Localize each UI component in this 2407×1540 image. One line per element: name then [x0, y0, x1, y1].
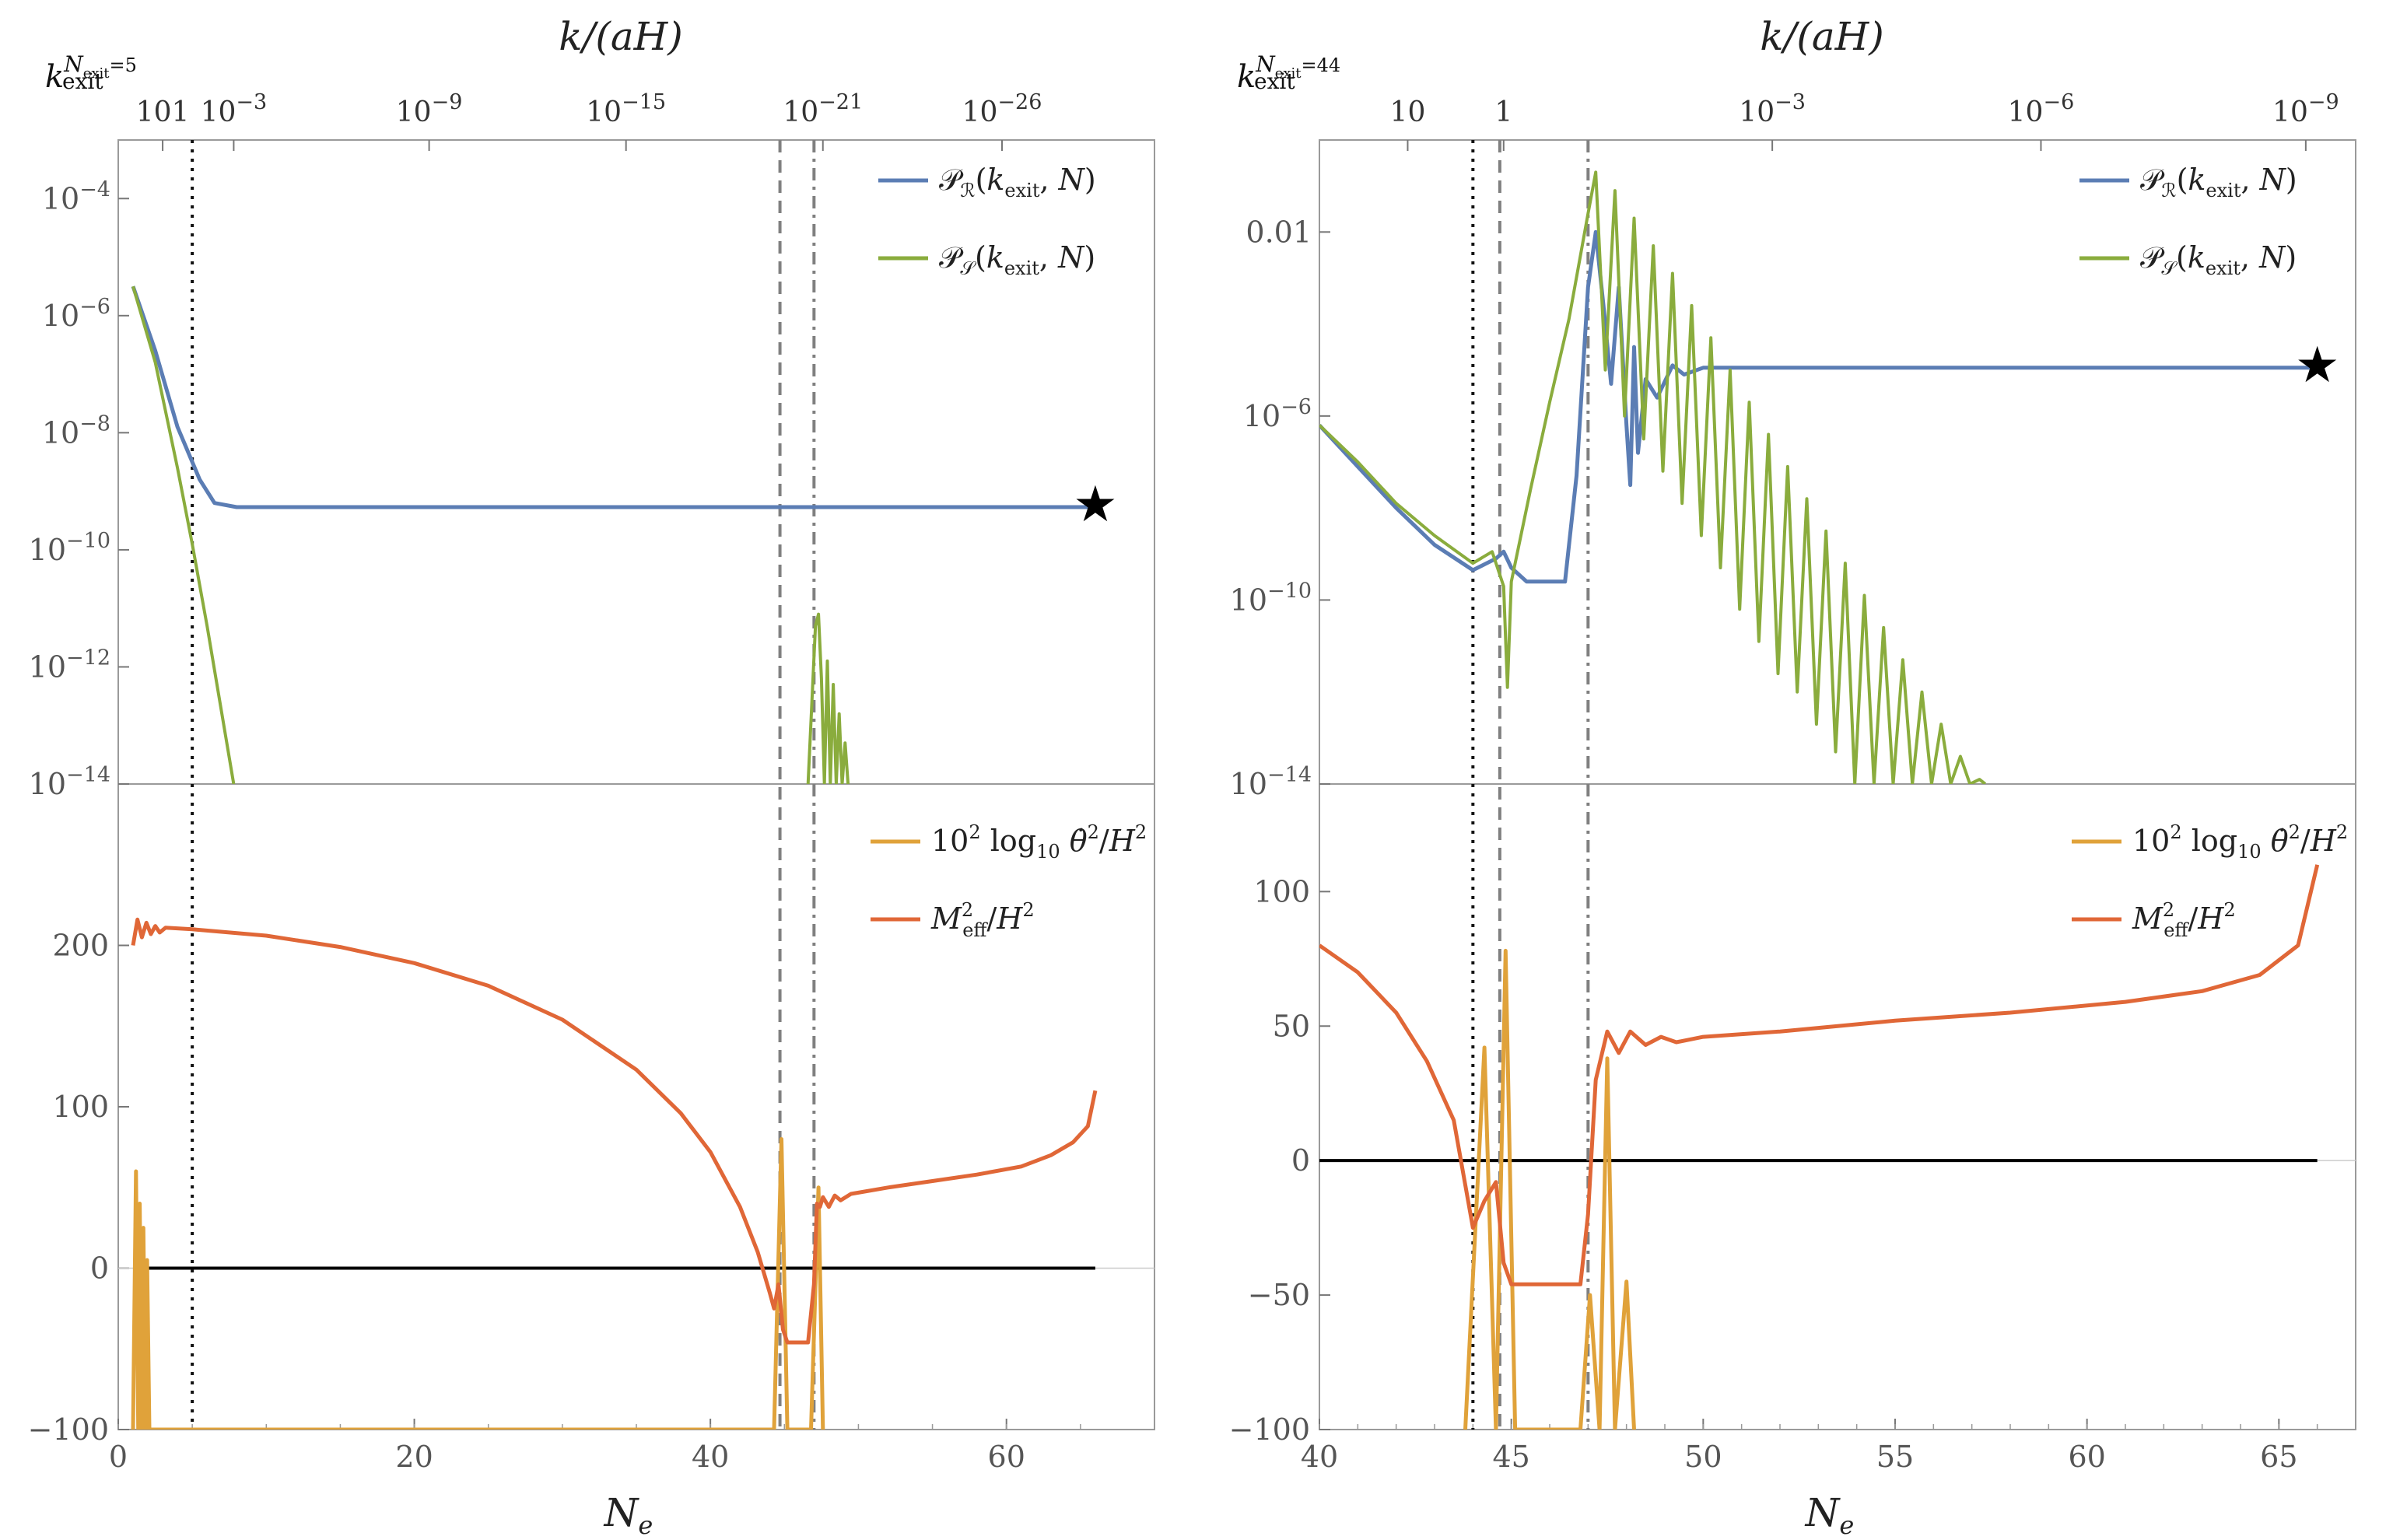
- x-tick-label: 40: [692, 1440, 729, 1474]
- series-M_eff2: [1319, 864, 2320, 1286]
- x-tick-label: 20: [395, 1440, 433, 1474]
- legend-label-meff: M2 eff/H2: [930, 899, 1035, 941]
- k-exit-label: kNexit=44 exit: [1237, 51, 1340, 95]
- top-tick-label: 10−21: [783, 90, 863, 128]
- x-tick-label: 65: [2260, 1440, 2297, 1474]
- legend-label-P_R: 𝒫ℛ(kexit, N): [939, 163, 1096, 201]
- series-P_S-revival: [806, 612, 850, 784]
- top-axis-label: k/(aH): [559, 14, 683, 59]
- x-tick-label: 60: [988, 1440, 1025, 1474]
- top-tick-label: 10−15: [586, 90, 666, 128]
- lower-y-tick-label: 0: [90, 1251, 109, 1286]
- legend-label-P_S: 𝒫𝒮(kexit, N): [2140, 240, 2297, 279]
- top-axis-label: k/(aH): [1760, 14, 1884, 59]
- x-tick-label: 0: [109, 1440, 128, 1474]
- upper-y-tick-label: 10−6: [42, 295, 110, 333]
- lower-y-tick-label: 0: [1291, 1143, 1310, 1178]
- series-theta_dot2: [131, 1137, 825, 1430]
- lower-series-group: [131, 917, 1098, 1430]
- legend-label-theta: 102 log10 θ̇2/H2: [931, 821, 1147, 863]
- legend-label-P_S: 𝒫𝒮(kexit, N): [939, 240, 1095, 279]
- series-P_R: [1319, 229, 2318, 584]
- legend-label-theta: 102 log10 θ̇2/H2: [2132, 821, 2348, 863]
- lower-frame: [117, 783, 1155, 1430]
- series-P_S: [131, 285, 236, 784]
- lower-y-tick-label: 100: [52, 1090, 109, 1124]
- lower-y-tick-label: 100: [1253, 874, 1310, 908]
- top-tick-label: 10−26: [962, 90, 1042, 128]
- upper-y-tick-label: 10−10: [1230, 579, 1312, 617]
- upper-y-tick-label: 10−12: [29, 646, 110, 684]
- lower-y-tick-label: 50: [1273, 1009, 1310, 1043]
- upper-series-group: [1319, 170, 2318, 784]
- top-tick-label: 10−3: [1739, 90, 1806, 128]
- x-axis-label: Ne: [1805, 1490, 1855, 1540]
- upper-y-tick-label: 10−8: [42, 411, 110, 450]
- upper-y-tick-label: 10−10: [29, 529, 110, 567]
- upper-y-tick-label: 10−14: [29, 763, 110, 801]
- upper-series-group: [131, 285, 1095, 784]
- x-tick-label: 45: [1492, 1440, 1529, 1474]
- upper-y-tick-label: 0.01: [1246, 215, 1312, 249]
- x-axis-label: Ne: [604, 1490, 653, 1540]
- series-P_R: [131, 285, 1095, 509]
- lower-frame: [1319, 783, 2356, 1430]
- top-tick-label: 10−9: [396, 90, 463, 128]
- top-tick-label: 10−6: [2008, 90, 2075, 128]
- lower-series-group: [1319, 864, 2320, 1430]
- upper-y-tick-label: 10−14: [1230, 763, 1312, 801]
- upper-y-tick-label: 10−4: [42, 177, 110, 215]
- star-marker: ★: [1073, 476, 1117, 534]
- x-tick-label: 60: [2068, 1440, 2105, 1474]
- top-tick-label: 101: [136, 96, 190, 128]
- lower-y-tick-label: 200: [52, 929, 109, 963]
- panel-right-panel: 40 45 50 55 60 65 Ne 10 1 10−3 10−6 10−9 k/(aH) kNexi…: [1229, 14, 2356, 1540]
- x-tick-label: 55: [1876, 1440, 1914, 1474]
- series-P_S: [1319, 170, 1987, 784]
- series-theta_dot2: [1463, 948, 1636, 1430]
- lower-y-tick-label: −50: [1248, 1278, 1310, 1312]
- top-tick-label: 1: [1494, 96, 1512, 128]
- lower-y-tick-label: −100: [1229, 1412, 1310, 1447]
- top-tick-label: 10: [1390, 96, 1426, 128]
- x-tick-label: 50: [1684, 1440, 1722, 1474]
- top-tick-label: 10−3: [201, 90, 268, 128]
- star-marker: ★: [2295, 337, 2339, 394]
- legend-label-meff: M2 eff/H2: [2132, 899, 2236, 941]
- upper-y-tick-label: 10−6: [1243, 395, 1312, 433]
- lower-y-tick-label: −100: [28, 1412, 109, 1447]
- x-tick-label: 40: [1301, 1440, 1338, 1474]
- top-tick-label: 10−9: [2272, 90, 2339, 128]
- k-exit-label: kNexit=5 exit: [45, 51, 137, 95]
- legend-label-P_R: 𝒫ℛ(kexit, N): [2140, 163, 2297, 201]
- upper-frame: [117, 139, 1155, 785]
- panel-left-panel: 0 20 40 60 Ne 101 10−3 10−9 10−15 10−21 10−26 k/(aH…: [28, 14, 1155, 1540]
- series-M_eff2: [131, 917, 1098, 1345]
